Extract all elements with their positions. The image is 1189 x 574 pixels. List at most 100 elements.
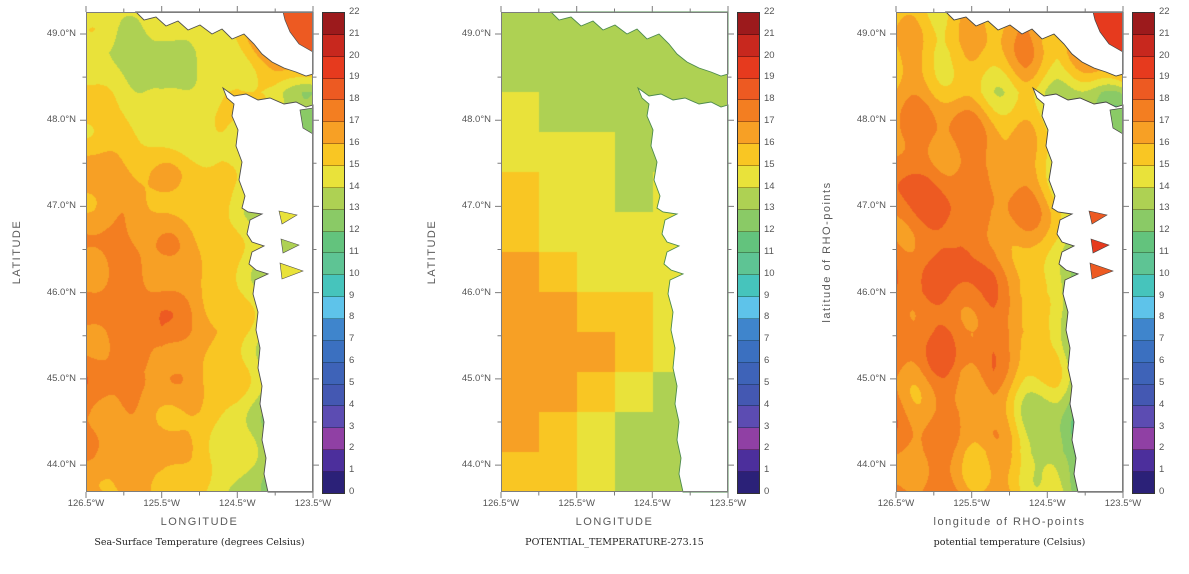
colorbar-tick-label: 20 [764, 49, 775, 61]
y-tick-label: 48.0°N [461, 114, 491, 126]
colorbar-tick-label: 5 [1159, 376, 1165, 388]
colorbar-tick-label: 22 [764, 6, 775, 17]
y-tick-label: 45.0°N [856, 372, 886, 384]
colorbar-segment [323, 166, 344, 188]
colorbar-tick-label: 8 [764, 311, 770, 323]
colorbar-tick-label: 3 [764, 420, 770, 432]
colorbar-tick-label: 16 [349, 136, 360, 148]
x-tick-label: 124.5°W [1029, 498, 1066, 509]
colorbar [737, 12, 760, 494]
colorbar-tick-label: 7 [1159, 333, 1165, 345]
colorbar-segment [738, 231, 759, 254]
x-tick-label: 126.5°W [482, 498, 520, 509]
colorbar-segment [323, 406, 344, 429]
colorbar-segment [323, 428, 344, 451]
mainland-landmass [637, 86, 729, 493]
colorbar-segment [323, 340, 344, 363]
y-tick-label: 44.0°N [46, 459, 76, 471]
colorbar-segment [323, 362, 344, 385]
colorbar-tick-label: 21 [1159, 27, 1170, 39]
colorbar-segment [738, 297, 759, 320]
colorbar-segment [323, 78, 344, 101]
colorbar [1132, 12, 1155, 494]
colorbar-segment [1133, 253, 1154, 276]
colorbar-segment [323, 450, 344, 473]
colorbar-segment [1133, 472, 1154, 493]
colorbar-tick-label: 6 [349, 355, 355, 367]
x-tick-label: 125.5°W [558, 498, 595, 509]
colorbar-segment [323, 253, 344, 276]
colorbar-tick-label: 7 [349, 333, 355, 345]
colorbar-tick-label: 0 [349, 486, 355, 497]
colorbar-segment [323, 187, 344, 210]
y-tick-label: 49.0°N [856, 28, 886, 39]
colorbar-segment [323, 100, 344, 123]
y-tick-label: 45.0°N [461, 372, 491, 384]
colorbar-tick-label: 16 [764, 136, 775, 148]
colorbar-tick-label: 9 [349, 289, 355, 301]
x-tick-label: 125.5°W [953, 498, 990, 509]
colorbar-segment [738, 450, 759, 473]
coastal-bay-water [1089, 262, 1114, 280]
colorbar-tick-label: 14 [1159, 180, 1170, 192]
colorbar-segment [738, 340, 759, 363]
panel-caption: POTENTIAL_TEMPERATURE-273.15 [525, 537, 704, 548]
colorbar-segment [1133, 297, 1154, 320]
vancouver-island-landmass [549, 11, 729, 77]
colorbar-tick-label: 19 [349, 71, 360, 83]
colorbar-segment [738, 384, 759, 407]
colorbar-tick-label: 9 [1159, 289, 1165, 301]
colorbar-tick-label: 15 [764, 158, 775, 170]
colorbar-tick-label: 2 [349, 442, 355, 454]
colorbar-tick-label: 13 [1159, 202, 1170, 214]
colorbar [322, 12, 345, 494]
colorbar-tick-label: 17 [1159, 115, 1170, 127]
colorbar-segment [738, 166, 759, 188]
y-tick-label: 47.0°N [46, 200, 76, 212]
coastal-bay-water [278, 210, 298, 225]
colorbar-segment [738, 122, 759, 145]
y-tick-label: 49.0°N [46, 28, 76, 39]
x-axis-title: LONGITUDE [575, 516, 654, 528]
vancouver-island-landmass [944, 11, 1124, 77]
colorbar-segment [323, 122, 344, 145]
y-axis-title: LATITUDE [11, 219, 23, 285]
colorbar-tick-label: 16 [1159, 136, 1170, 148]
colorbar-tick-label: 17 [349, 115, 360, 127]
y-tick-label: 46.0°N [461, 286, 491, 298]
colorbar-tick-label: 10 [1159, 267, 1170, 279]
colorbar-segment [1133, 231, 1154, 254]
colorbar-segment [1133, 13, 1154, 35]
colorbar-segment [738, 428, 759, 451]
colorbar-tick-label: 19 [764, 71, 775, 83]
colorbar-tick-label: 6 [1159, 355, 1165, 367]
y-tick-label: 47.0°N [461, 200, 491, 212]
x-tick-label: 125.5°W [143, 498, 180, 509]
colorbar-segment [738, 253, 759, 276]
x-tick-label: 123.5°W [294, 498, 332, 509]
panel-caption: potential temperature (Celsius) [933, 537, 1086, 548]
x-tick-label: 126.5°W [877, 498, 915, 509]
colorbar-segment [323, 297, 344, 320]
colorbar-tick-label: 12 [764, 224, 775, 236]
colorbar-tick-label: 17 [764, 115, 775, 127]
colorbar-tick-label: 0 [764, 486, 770, 497]
y-axis-title: LATITUDE [426, 219, 438, 285]
colorbar-tick-label: 14 [349, 180, 360, 192]
colorbar-segment [738, 319, 759, 341]
colorbar-segment [738, 56, 759, 79]
colorbar-segment [1133, 384, 1154, 407]
colorbar-segment [738, 362, 759, 385]
colorbar-segment [738, 13, 759, 35]
x-tick-label: 124.5°W [219, 498, 256, 509]
colorbar-segment [323, 275, 344, 298]
colorbar-tick-label: 5 [349, 376, 355, 388]
y-tick-label: 46.0°N [856, 286, 886, 298]
colorbar-segment [1133, 428, 1154, 451]
mainland-landmass [1032, 86, 1124, 493]
colorbar-tick-label: 5 [764, 376, 770, 388]
colorbar-segment [1133, 100, 1154, 123]
colorbar-segment [738, 144, 759, 167]
colorbar-tick-label: 10 [764, 267, 775, 279]
x-tick-label: 126.5°W [67, 498, 105, 509]
